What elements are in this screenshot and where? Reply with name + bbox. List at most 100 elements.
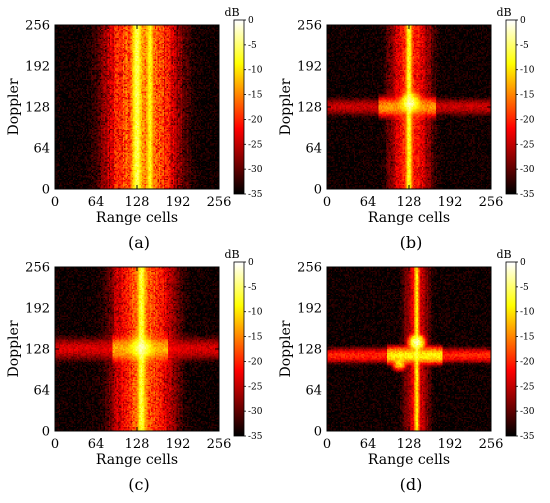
y-tick-label: 64 xyxy=(305,142,322,157)
heatmap-image xyxy=(327,25,491,189)
colorbar-tick-label: -35 xyxy=(248,432,263,442)
y-tick-label: 192 xyxy=(25,302,50,317)
colorbar-tick-label: -20 xyxy=(520,115,535,125)
colorbar-gradient xyxy=(506,20,516,194)
colorbar-tick-label: -25 xyxy=(248,382,263,392)
heatmap-image xyxy=(327,267,491,431)
colorbar-gradient xyxy=(234,262,244,436)
heatmap-image xyxy=(55,267,219,431)
chart-panel: 0 64 128 192 256 0 64 128 192 256 Range cells Doppl… xyxy=(278,248,535,494)
y-tick-label: 256 xyxy=(297,261,322,276)
y-tick-label: 0 xyxy=(42,425,50,440)
panel-caption: (a) xyxy=(128,233,150,252)
panel-caption: (b) xyxy=(400,233,423,252)
y-tick-label: 192 xyxy=(297,302,322,317)
colorbar-tick-label: -25 xyxy=(248,140,263,150)
colorbar-tick-label: -10 xyxy=(248,308,263,318)
y-tick-label: 256 xyxy=(25,19,50,34)
x-tick-label: 256 xyxy=(207,437,232,452)
y-tick-label: 256 xyxy=(297,19,322,34)
y-tick-label: 64 xyxy=(33,384,50,399)
colorbar-tick-label: -35 xyxy=(520,190,535,200)
x-tick-label: 192 xyxy=(166,195,191,210)
y-tick-label: 128 xyxy=(297,343,322,358)
x-axis-title: Range cells xyxy=(368,452,450,468)
colorbar-unit: dB xyxy=(496,248,511,261)
colorbar-tick-label: -30 xyxy=(520,407,535,417)
colorbar-tick-label: -20 xyxy=(248,115,263,125)
colorbar-tick-label: -10 xyxy=(520,308,535,318)
colorbar-frame xyxy=(233,19,245,195)
x-tick-label: 256 xyxy=(479,437,504,452)
y-tick-label: 128 xyxy=(25,343,50,358)
y-tick-label: 0 xyxy=(42,183,50,198)
colorbar-tick-label: -35 xyxy=(248,190,263,200)
colorbar-tick-label: -20 xyxy=(248,357,263,367)
chart-panel: 0 64 128 192 256 0 64 128 192 256 Range cells Doppl… xyxy=(6,6,263,252)
x-tick-label: 192 xyxy=(438,195,463,210)
x-tick-label: 0 xyxy=(51,195,59,210)
colorbar-tick-label: -10 xyxy=(520,66,535,76)
x-tick-label: 64 xyxy=(360,437,377,452)
colorbar-tick-label: -20 xyxy=(520,357,535,367)
panel-caption: (c) xyxy=(128,475,149,494)
colorbar-tick-label: -30 xyxy=(248,407,263,417)
colorbar-tick-label: -5 xyxy=(520,41,529,51)
x-tick-label: 192 xyxy=(166,437,191,452)
x-tick-label: 64 xyxy=(88,437,105,452)
x-tick-label: 128 xyxy=(125,437,150,452)
colorbar-tick-label: -35 xyxy=(520,432,535,442)
x-tick-label: 64 xyxy=(88,195,105,210)
colorbar-tick-label: -25 xyxy=(520,382,535,392)
x-axis-title: Range cells xyxy=(96,452,178,468)
colorbar-tick-label: -15 xyxy=(520,333,535,343)
y-tick-label: 64 xyxy=(33,142,50,157)
y-tick-label: 256 xyxy=(25,261,50,276)
x-tick-label: 128 xyxy=(125,195,150,210)
colorbar-gradient xyxy=(506,262,516,436)
y-tick-label: 128 xyxy=(25,101,50,116)
colorbar-tick-label: -5 xyxy=(520,283,529,293)
y-axis-title: Doppler xyxy=(6,320,22,377)
colorbar-tick-label: 0 xyxy=(520,258,526,268)
colorbar-tick-label: 0 xyxy=(520,16,526,26)
y-axis-title: Doppler xyxy=(6,78,22,135)
colorbar-frame xyxy=(505,261,517,437)
colorbar-tick-label: -25 xyxy=(520,140,535,150)
x-tick-label: 256 xyxy=(479,195,504,210)
x-tick-label: 128 xyxy=(397,437,422,452)
colorbar-tick-label: -5 xyxy=(248,283,257,293)
y-tick-label: 0 xyxy=(314,183,322,198)
colorbar-tick-label: -10 xyxy=(248,66,263,76)
x-axis-title: Range cells xyxy=(368,210,450,226)
colorbar-unit: dB xyxy=(224,248,239,261)
colorbar-unit: dB xyxy=(496,6,511,19)
colorbar-tick-label: -5 xyxy=(248,41,257,51)
heatmap-image xyxy=(55,25,219,189)
panel-caption: (d) xyxy=(400,475,423,494)
colorbar-gradient xyxy=(234,20,244,194)
x-tick-label: 0 xyxy=(323,195,331,210)
colorbar-tick-label: 0 xyxy=(248,16,254,26)
x-tick-label: 0 xyxy=(323,437,331,452)
x-tick-label: 256 xyxy=(207,195,232,210)
colorbar-tick-label: -30 xyxy=(248,165,263,175)
y-tick-label: 128 xyxy=(297,101,322,116)
colorbar-tick-label: -15 xyxy=(248,333,263,343)
x-tick-label: 192 xyxy=(438,437,463,452)
x-tick-label: 0 xyxy=(51,437,59,452)
chart-panel: 0 64 128 192 256 0 64 128 192 256 Range cells Doppl… xyxy=(6,248,263,494)
colorbar-unit: dB xyxy=(224,6,239,19)
colorbar-frame xyxy=(233,261,245,437)
y-tick-label: 0 xyxy=(314,425,322,440)
y-tick-label: 64 xyxy=(305,384,322,399)
colorbar-tick-label: -30 xyxy=(520,165,535,175)
x-tick-label: 128 xyxy=(397,195,422,210)
colorbar-frame xyxy=(505,19,517,195)
y-axis-title: Doppler xyxy=(278,320,294,377)
colorbar-tick-label: -15 xyxy=(520,91,535,101)
y-tick-label: 192 xyxy=(25,60,50,75)
colorbar-tick-label: -15 xyxy=(248,91,263,101)
y-tick-label: 192 xyxy=(297,60,322,75)
